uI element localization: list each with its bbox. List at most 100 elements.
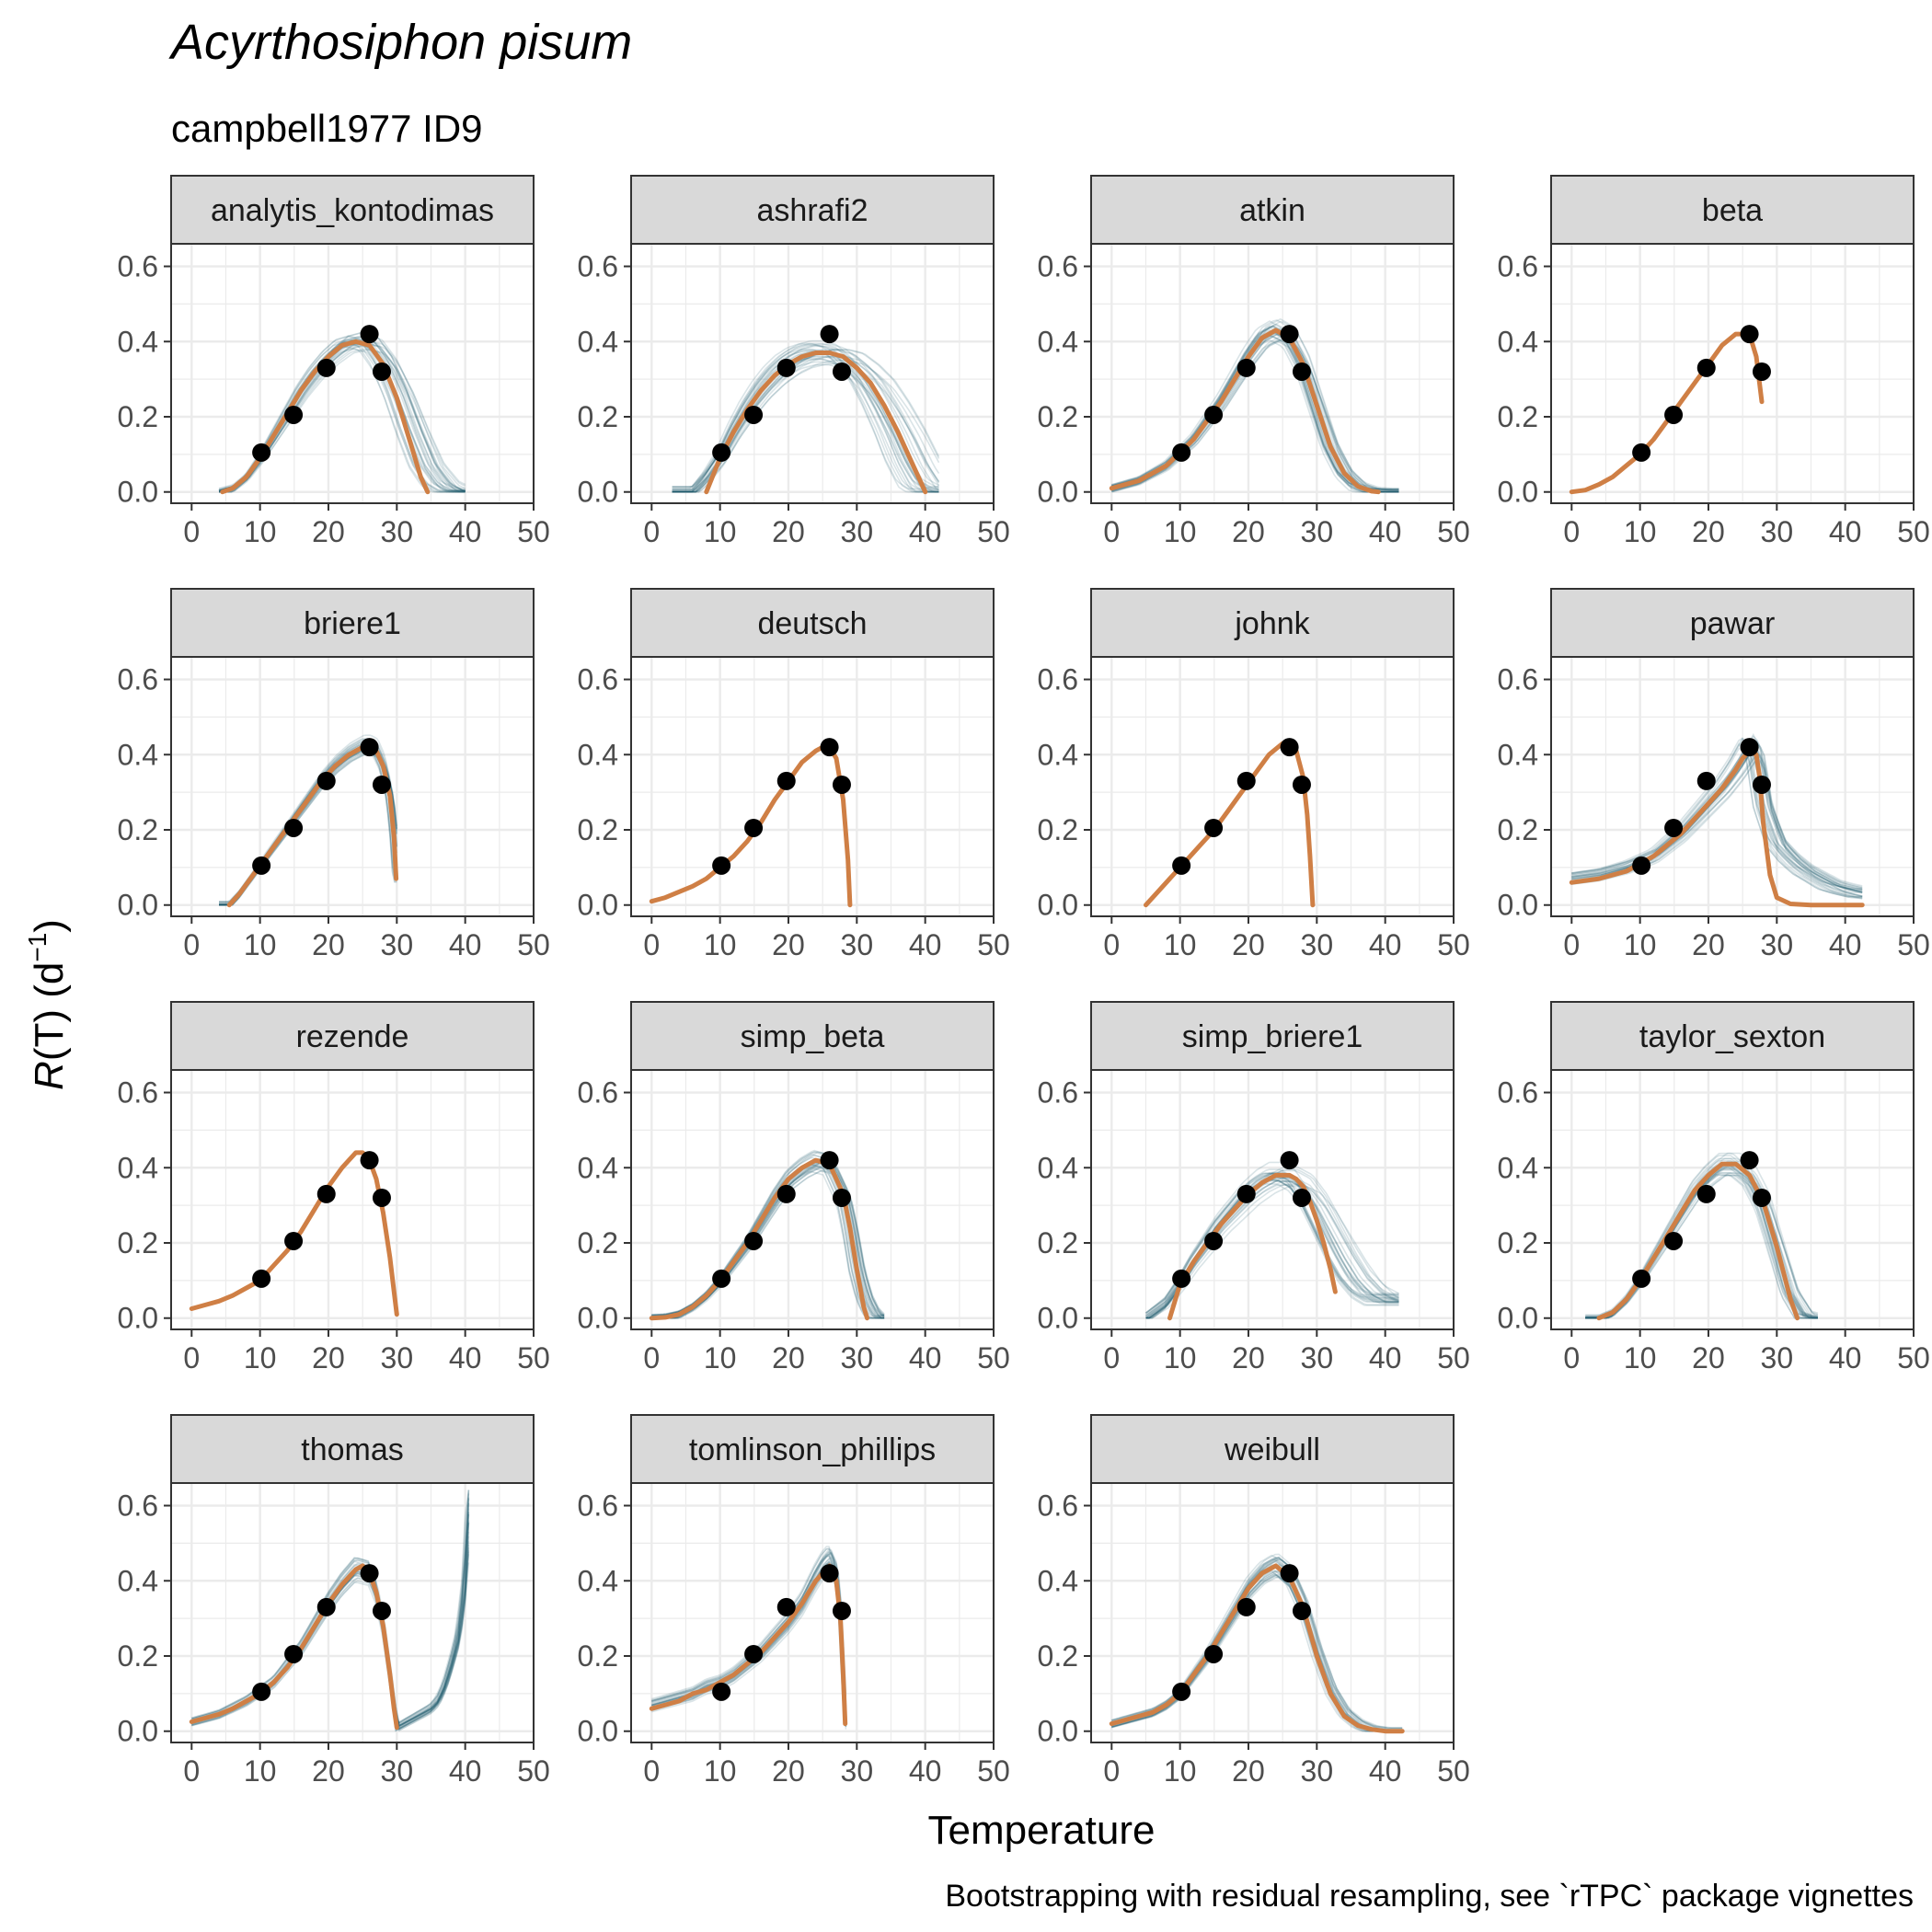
y-tick-label: 0.0	[1498, 1302, 1538, 1335]
observed-point	[832, 1188, 851, 1207]
facet-strip	[1090, 1414, 1455, 1484]
bootstrap-curve	[219, 348, 466, 493]
facet-panel: thomas 0.0 0.2 0.4 0.6 0 10 20 30 40 50	[118, 1414, 550, 1788]
x-tick-label: 10	[1164, 928, 1197, 961]
facet-panel: pawar 0.0 0.2 0.4 0.6 0 10 20 30 40 50	[1498, 588, 1930, 961]
facet-panel: simp_briere1 0.0 0.2 0.4 0.6 0 10 20 30 40 50	[1038, 1001, 1470, 1374]
x-tick-label: 20	[312, 515, 345, 548]
y-tick-label: 0.4	[1038, 1151, 1078, 1184]
y-tick-label: 0.4	[578, 738, 618, 771]
y-tick-label: 0.0	[1498, 889, 1538, 922]
observed-point	[360, 738, 379, 757]
x-tick-label: 20	[1692, 928, 1725, 961]
panel-background	[631, 657, 994, 916]
panel-plot-area	[1569, 732, 1865, 908]
y-tick-label: 0.2	[118, 400, 158, 433]
y-tick-label: 0.2	[118, 1226, 158, 1259]
y-tick-label: 0.6	[1498, 663, 1538, 696]
x-tick-label: 40	[1829, 928, 1862, 961]
x-tick-label: 40	[1369, 1341, 1402, 1374]
y-tick-label: 0.4	[578, 325, 618, 358]
facet-strip-label: analytis_kontodimas	[211, 193, 494, 228]
bootstrap-curve	[1111, 1556, 1403, 1729]
facet-strip	[1550, 588, 1915, 658]
observed-point	[712, 443, 731, 462]
x-tick-label: 40	[1829, 515, 1862, 548]
bootstrap-curve	[191, 1492, 470, 1726]
x-tick-label: 40	[449, 515, 482, 548]
x-tick-label: 30	[1301, 1754, 1334, 1788]
facet-panel: briere1 0.0 0.2 0.4 0.6 0 10 20 30 40 50	[118, 588, 550, 961]
x-tick-label: 10	[244, 1341, 277, 1374]
y-tick-label: 0.6	[118, 663, 158, 696]
observed-point	[744, 818, 764, 837]
observed-point	[744, 1231, 764, 1250]
x-tick-label: 10	[1164, 1341, 1197, 1374]
y-tick-label: 0.6	[118, 1489, 158, 1523]
y-tick-label: 0.6	[1038, 250, 1078, 283]
bootstrap-curve	[1571, 752, 1863, 891]
y-tick-label: 0.0	[1038, 1715, 1078, 1748]
facet-strip-label: rezende	[296, 1019, 409, 1054]
observed-point	[776, 358, 796, 377]
observed-point	[1280, 738, 1299, 757]
facet-panel: deutsch 0.0 0.2 0.4 0.6 0 10 20 30 40 50	[578, 588, 1010, 961]
x-tick-label: 0	[643, 1341, 660, 1374]
observed-point	[252, 443, 271, 462]
panel-background	[1551, 1070, 1914, 1329]
observed-point	[712, 1269, 731, 1288]
x-tick-label: 50	[1437, 1341, 1470, 1374]
x-tick-label: 10	[1624, 515, 1657, 548]
x-tick-label: 0	[183, 1754, 200, 1788]
observed-point	[744, 405, 764, 424]
panel-background	[631, 244, 994, 503]
y-tick-label: 0.0	[1038, 1302, 1078, 1335]
facet-panel: ashrafi2 0.0 0.2 0.4 0.6 0 10 20 30 40 50	[578, 175, 1010, 548]
y-tick-label: 0.2	[578, 813, 618, 846]
x-tick-label: 0	[643, 928, 660, 961]
panel-background	[1091, 1070, 1454, 1329]
x-tick-label: 40	[909, 1341, 942, 1374]
y-tick-label: 0.6	[1498, 1076, 1538, 1110]
bootstrap-curve	[1585, 1157, 1818, 1317]
observed-point	[316, 771, 336, 790]
x-tick-label: 0	[643, 1754, 660, 1788]
facet-strip	[170, 588, 535, 658]
bootstrap-curve	[1111, 319, 1399, 490]
observed-point	[360, 1151, 379, 1170]
x-tick-label: 10	[704, 1754, 737, 1788]
observed-point	[776, 771, 796, 790]
observed-point	[820, 1151, 839, 1170]
observed-point	[1236, 1597, 1256, 1616]
observed-point	[744, 1644, 764, 1663]
bootstrap-curve	[1111, 328, 1399, 490]
facet-panel: tomlinson_phillips 0.0 0.2 0.4 0.6 0 10 20 30 40 5…	[578, 1414, 1010, 1788]
y-tick-label: 0.2	[578, 400, 618, 433]
bootstrap-curve	[1111, 1553, 1403, 1730]
facet-strip-label: tomlinson_phillips	[689, 1432, 936, 1467]
observed-point	[1696, 771, 1716, 790]
model-fit-curve	[649, 1157, 869, 1321]
observed-point	[820, 738, 839, 757]
panel-background	[1551, 244, 1914, 503]
y-tick-label: 0.0	[118, 1302, 158, 1335]
x-tick-label: 50	[517, 928, 550, 961]
x-tick-label: 30	[1301, 928, 1334, 961]
model-fit-curve	[649, 744, 853, 908]
facet-panel: analytis_kontodimas 0.0 0.2 0.4 0.6 0 10 20 30 40…	[118, 175, 550, 548]
observed-point	[1172, 1269, 1191, 1288]
x-tick-label: 50	[1897, 928, 1930, 961]
x-tick-label: 10	[1624, 1341, 1657, 1374]
model-fit-curve	[1109, 1563, 1405, 1734]
facet-strip-label: thomas	[301, 1432, 404, 1467]
panel-plot-area	[1109, 1553, 1405, 1734]
y-tick-label: 0.4	[1038, 1564, 1078, 1597]
observed-point	[1280, 1564, 1299, 1583]
x-tick-label: 40	[449, 928, 482, 961]
y-tick-label: 0.2	[578, 1226, 618, 1259]
bootstrap-curve	[1111, 1557, 1403, 1731]
x-tick-label: 20	[312, 1341, 345, 1374]
facet-panel: beta 0.0 0.2 0.4 0.6 0 10 20 30 40 50	[1498, 175, 1930, 548]
y-tick-label: 0.0	[1498, 476, 1538, 509]
x-tick-label: 10	[244, 515, 277, 548]
